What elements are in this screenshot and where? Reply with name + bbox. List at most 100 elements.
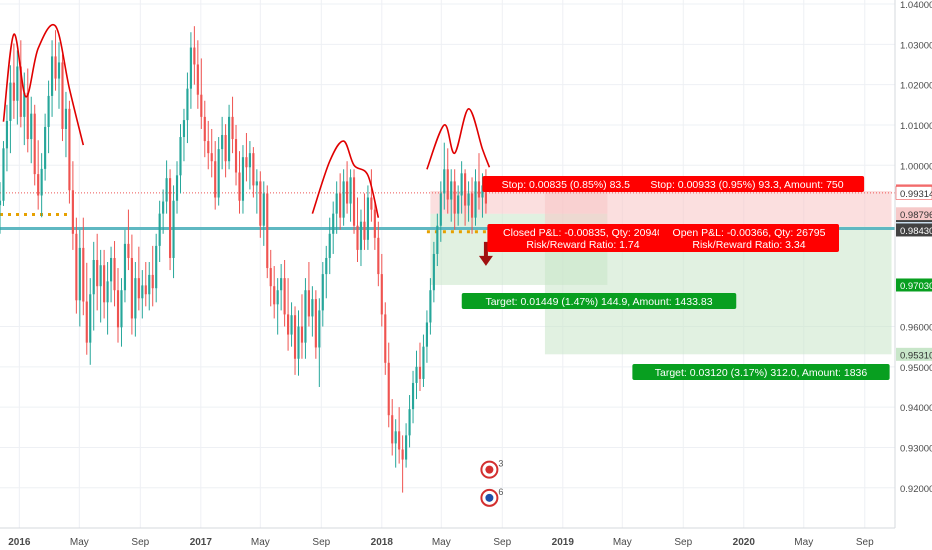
candle-2016-04-18[interactable] xyxy=(71,161,74,250)
candle-2018-02-05[interactable] xyxy=(398,407,401,464)
pnl-label-1[interactable]: Open P&L: -0.00366, Qty: 26795Risk/Rewar… xyxy=(659,224,839,252)
candle-2017-05-22[interactable] xyxy=(269,249,272,307)
candle-2017-09-04[interactable] xyxy=(321,262,324,327)
candle-2017-07-10[interactable] xyxy=(293,306,297,375)
candle-2016-07-04[interactable] xyxy=(109,246,113,303)
candle-2018-03-19[interactable] xyxy=(418,342,422,392)
candle-2017-10-30[interactable] xyxy=(349,169,352,222)
candle-2016-09-26[interactable] xyxy=(151,245,154,307)
candle-2016-08-08[interactable] xyxy=(127,209,130,271)
candle-2017-02-27[interactable] xyxy=(228,104,231,170)
candle-2016-11-28[interactable] xyxy=(182,108,186,162)
candle-2018-06-04[interactable] xyxy=(457,185,460,226)
candle-2018-01-15[interactable] xyxy=(387,342,390,428)
candle-2017-04-10[interactable] xyxy=(248,141,251,190)
candle-2017-06-12[interactable] xyxy=(280,264,283,311)
candle-2018-03-26[interactable] xyxy=(422,334,425,387)
candle-2016-08-22[interactable] xyxy=(134,262,137,337)
price-tag-2[interactable]: 0.98796 xyxy=(896,207,932,221)
head-shoulders-curve-2[interactable] xyxy=(426,108,491,170)
candle-2017-07-17[interactable] xyxy=(297,310,300,376)
candle-2018-02-19[interactable] xyxy=(405,423,408,468)
candle-2016-09-12[interactable] xyxy=(144,262,147,307)
candle-2018-04-23[interactable] xyxy=(436,213,439,267)
candle-2016-02-29[interactable] xyxy=(47,80,50,154)
candle-2016-05-30[interactable] xyxy=(92,241,95,331)
candle-2017-01-02[interactable] xyxy=(200,58,203,129)
candle-2016-03-28[interactable] xyxy=(61,54,64,142)
candle-2016-10-17[interactable] xyxy=(162,189,165,234)
candle-2017-10-16[interactable] xyxy=(342,169,345,226)
candle-2016-05-23[interactable] xyxy=(89,278,92,365)
time-axis[interactable]: 2016 May Sep 2017 May Sep 2018 May Sep 2019 May Sep… xyxy=(0,527,932,550)
candle-2017-08-28[interactable] xyxy=(318,298,321,387)
candle-2017-12-25[interactable] xyxy=(377,221,380,287)
candle-2016-07-18[interactable] xyxy=(116,268,120,343)
candle-2018-01-22[interactable] xyxy=(391,399,394,456)
candle-2018-06-11[interactable] xyxy=(460,161,463,214)
candle-2016-11-14[interactable] xyxy=(175,161,179,214)
candle-2016-05-09[interactable] xyxy=(82,217,85,316)
candle-2016-03-07[interactable] xyxy=(50,40,54,117)
candle-2016-09-19[interactable] xyxy=(148,262,151,311)
candle-2016-04-25[interactable] xyxy=(75,217,78,314)
candle-2018-01-08[interactable] xyxy=(384,302,387,375)
candle-2016-11-21[interactable] xyxy=(179,124,182,194)
candle-2016-02-08[interactable] xyxy=(37,140,40,210)
sell-arrow-icon[interactable] xyxy=(478,241,493,266)
candle-2017-08-14[interactable] xyxy=(311,286,314,337)
candle-2018-07-16[interactable] xyxy=(477,153,481,210)
candle-2016-06-13[interactable] xyxy=(99,249,102,323)
candle-2017-04-17[interactable] xyxy=(252,147,255,198)
candle-2016-12-19[interactable] xyxy=(193,26,196,85)
candle-2017-12-18[interactable] xyxy=(373,201,376,250)
candle-2017-06-05[interactable] xyxy=(276,278,279,335)
candle-2016-08-15[interactable] xyxy=(130,234,133,335)
candle-2016-03-14[interactable] xyxy=(54,30,57,91)
candle-2016-04-11[interactable] xyxy=(68,100,71,204)
candle-2018-03-12[interactable] xyxy=(415,350,418,400)
candle-2016-07-25[interactable] xyxy=(120,278,123,347)
candle-2017-01-30[interactable] xyxy=(214,141,217,210)
target-label-1[interactable]: Target: 0.03120 (3.17%) 312.0, Amount: 1… xyxy=(632,364,890,380)
head-shoulders-curve-0[interactable] xyxy=(2,23,85,146)
candle-2017-12-11[interactable] xyxy=(370,169,373,222)
candle-2017-03-13[interactable] xyxy=(234,124,238,186)
candle-2017-05-29[interactable] xyxy=(273,266,276,319)
candle-2018-06-18[interactable] xyxy=(464,169,467,226)
candle-2017-07-03[interactable] xyxy=(290,302,293,347)
candle-2017-09-25[interactable] xyxy=(332,201,335,254)
candle-2017-01-09[interactable] xyxy=(203,100,206,158)
candle-2018-04-02[interactable] xyxy=(425,310,428,363)
candle-2018-05-21[interactable] xyxy=(450,169,453,222)
candle-2018-02-12[interactable] xyxy=(401,435,404,493)
candle-2017-06-26[interactable] xyxy=(287,278,290,351)
candle-2016-02-22[interactable] xyxy=(44,113,47,181)
candle-2015-12-28[interactable] xyxy=(16,50,19,125)
candle-2016-02-01[interactable] xyxy=(33,104,36,186)
candle-2018-02-26[interactable] xyxy=(408,395,411,448)
price-tag-5[interactable]: 0.98430 xyxy=(896,223,932,237)
candle-2015-11-23[interactable] xyxy=(0,182,2,234)
candle-2017-03-06[interactable] xyxy=(231,96,234,154)
candle-2016-04-04[interactable] xyxy=(64,91,68,158)
candle-2017-06-19[interactable] xyxy=(283,259,286,327)
candle-2017-02-13[interactable] xyxy=(221,116,224,170)
candle-2018-06-25[interactable] xyxy=(467,181,470,222)
position-zones[interactable] xyxy=(430,190,892,355)
candle-2018-07-02[interactable] xyxy=(470,177,474,234)
candle-2016-06-06[interactable] xyxy=(96,233,99,311)
candle-2018-04-30[interactable] xyxy=(439,181,442,242)
candle-2016-08-29[interactable] xyxy=(137,246,140,311)
candle-2018-05-07[interactable] xyxy=(443,142,446,210)
candle-2017-10-09[interactable] xyxy=(339,173,342,230)
candle-2017-08-07[interactable] xyxy=(307,262,310,327)
stop-zone-1[interactable] xyxy=(544,190,892,227)
candle-2017-05-08[interactable] xyxy=(262,181,265,246)
candle-2016-01-11[interactable] xyxy=(23,72,26,146)
candle-2017-03-27[interactable] xyxy=(241,145,245,214)
candle-2017-12-04[interactable] xyxy=(366,185,369,250)
candle-2018-05-28[interactable] xyxy=(453,169,456,230)
position-labels[interactable]: Stop: 0.00835 (0.85%) 83.5, Amount:Stop:… xyxy=(461,176,890,380)
